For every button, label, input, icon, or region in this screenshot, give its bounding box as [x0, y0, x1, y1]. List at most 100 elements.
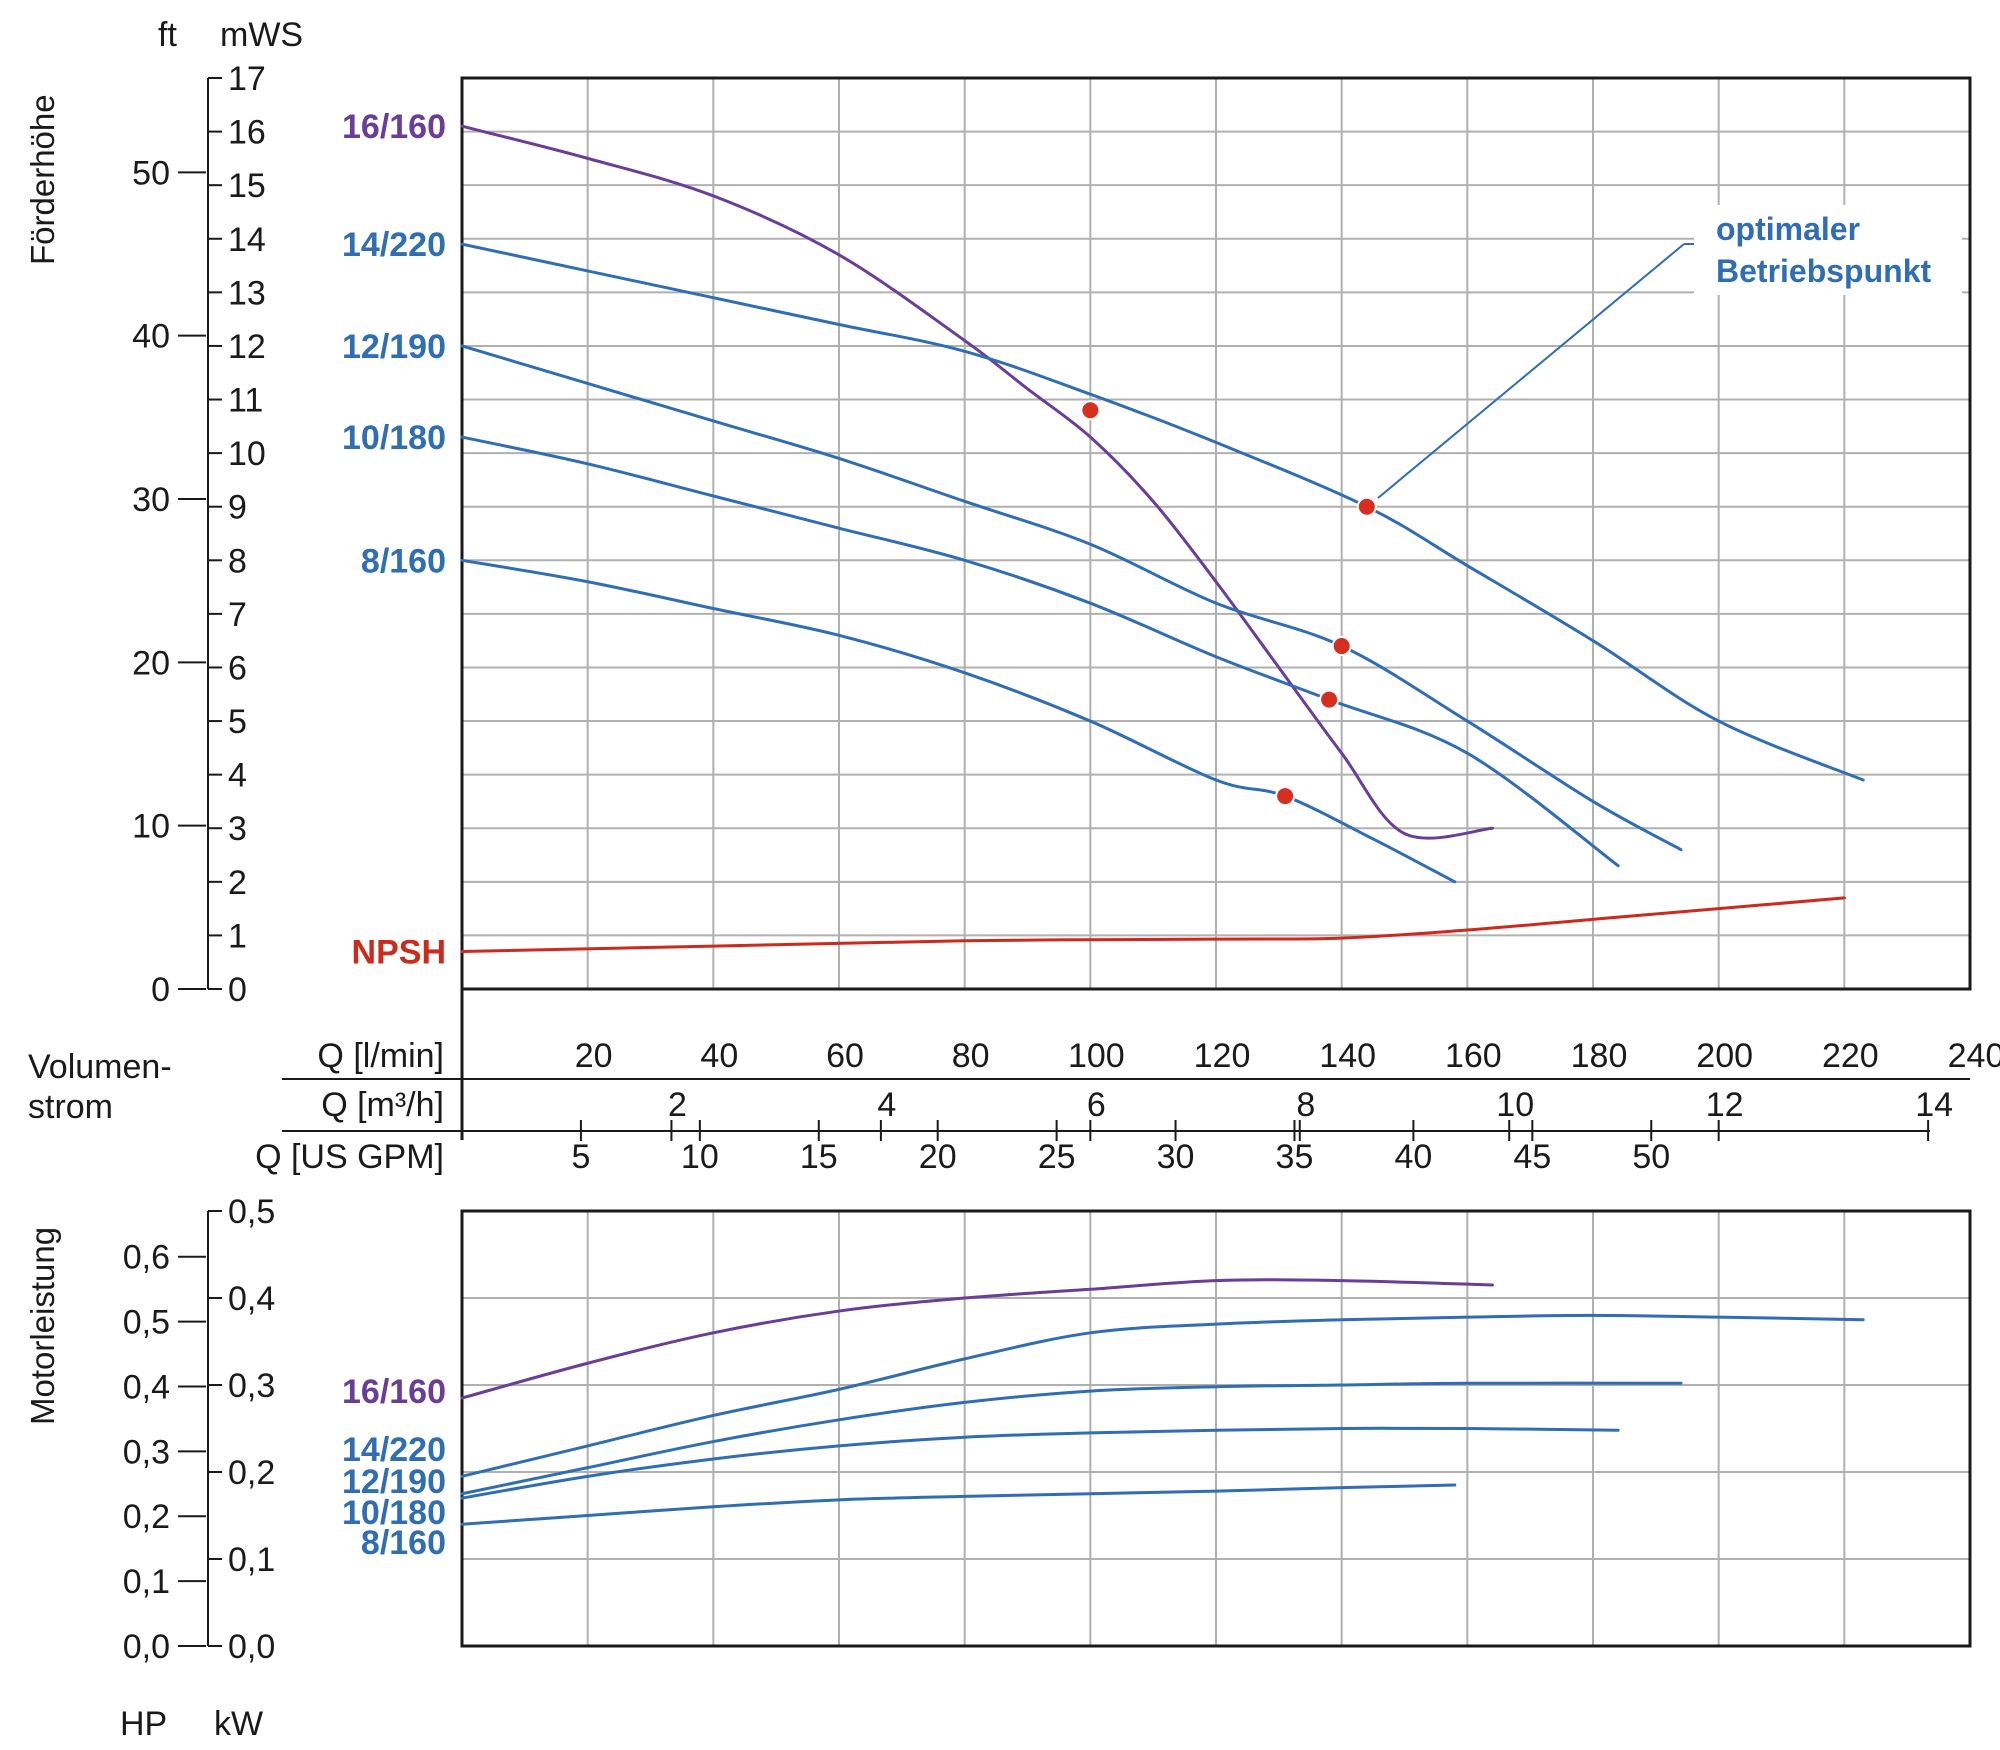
flow-lmin-label: Q [l/min]: [317, 1037, 444, 1075]
ft-tick-label: 0: [151, 971, 170, 1009]
power-curve-12-190: [460, 1381, 1683, 1496]
m3h-tick-label: 6: [1087, 1086, 1106, 1124]
power-axis-kw-unit: kW: [214, 1705, 263, 1743]
head-axis-mws-unit: mWS: [220, 16, 303, 54]
lmin-tick-label: 180: [1571, 1037, 1628, 1075]
annotation-line2: Betriebspunkt: [1716, 253, 1931, 289]
gpm-tick-label: 5: [571, 1138, 590, 1176]
mws-tick-label: 8: [228, 542, 247, 580]
lmin-tick-label: 40: [700, 1037, 738, 1075]
lmin-tick-label: 140: [1319, 1037, 1376, 1075]
gpm-tick-label: 35: [1276, 1138, 1314, 1176]
mws-tick-label: 5: [228, 703, 247, 741]
m3h-tick-label: 14: [1915, 1086, 1953, 1124]
head-axis-title: Förderhöhe: [24, 94, 61, 265]
head-series-label-12-190: 12/190: [342, 328, 446, 366]
lmin-tick-label: 240: [1948, 1037, 2000, 1075]
flow-gpm-label: Q [US GPM]: [255, 1138, 444, 1176]
kw-tick-label: 0,0: [228, 1628, 275, 1666]
power-curve-8-160: [460, 1483, 1457, 1526]
gpm-tick-label: 10: [681, 1138, 719, 1176]
flow-ticks: 20 40 60 80 100 120 140 160 180 200 220 240 2 4 6 8 10 12…: [571, 1037, 2000, 1176]
mws-tick-label: 7: [228, 596, 247, 634]
m3h-tick-label: 12: [1706, 1086, 1744, 1124]
ft-tick-label: 30: [132, 481, 170, 519]
gpm-tick-label: 25: [1038, 1138, 1076, 1176]
lmin-tick-label: 200: [1696, 1037, 1753, 1075]
hp-tick-label: 0,5: [123, 1304, 170, 1342]
m3h-tick-label: 10: [1496, 1086, 1534, 1124]
power-axis-kw: 0,0 0,1 0,2 0,3 0,4 0,5: [207, 1193, 275, 1666]
head-series-label-14-220: 14/220: [342, 226, 446, 264]
power-axis-title: Motorleistung: [24, 1227, 61, 1425]
m3h-tick-label: 8: [1296, 1086, 1315, 1124]
flow-title-line2: strom: [28, 1088, 113, 1126]
lmin-tick-label: 80: [952, 1037, 990, 1075]
kw-tick-label: 0,2: [228, 1454, 275, 1492]
head-curve-14-220: [460, 242, 1865, 782]
head-curve-npsh: [460, 896, 1846, 953]
hp-tick-label: 0,3: [123, 1433, 170, 1471]
optimal-point-marker: [1080, 400, 1101, 421]
power-axis-hp-unit: HP: [120, 1705, 167, 1743]
gpm-tick-label: 20: [919, 1138, 957, 1176]
optimal-point-marker: [1331, 636, 1352, 657]
mws-tick-label: 4: [228, 757, 247, 795]
power-series-label-8-160: 8/160: [361, 1524, 446, 1562]
lmin-tick-label: 220: [1822, 1037, 1879, 1075]
power-series-label-14-220: 14/220: [342, 1431, 446, 1469]
hp-tick-label: 0,4: [123, 1368, 170, 1406]
head-axis-ft-unit: ft: [158, 16, 177, 54]
head-plot-frame: [460, 76, 1972, 991]
hp-tick-label: 0,6: [123, 1239, 170, 1277]
head-curve-10-180: [460, 435, 1620, 868]
mws-tick-label: 12: [228, 328, 266, 366]
power-curve-14-220: [460, 1313, 1865, 1478]
gpm-tick-label: 40: [1394, 1138, 1432, 1176]
optimal-point-marker: [1319, 689, 1340, 710]
lmin-tick-label: 20: [575, 1037, 613, 1075]
power-curves: [460, 1278, 1865, 1526]
mws-tick-label: 0: [228, 971, 247, 1009]
mws-tick-label: 6: [228, 649, 247, 687]
annotation-line1: optimaler: [1716, 211, 1860, 247]
hp-tick-label: 0,2: [123, 1498, 170, 1536]
head-series-label-8-160: 8/160: [361, 542, 446, 580]
head-series-labels: 16/160 14/220 12/190 10/180 8/160 NPSH: [342, 108, 446, 971]
kw-tick-label: 0,3: [228, 1367, 275, 1405]
mws-tick-label: 11: [228, 382, 263, 420]
optimal-point-marker: [1275, 786, 1296, 807]
head-axis-ft: 0 10 20 30 40 50: [132, 154, 206, 1009]
mws-tick-label: 15: [228, 167, 266, 205]
kw-tick-label: 0,1: [228, 1541, 275, 1579]
head-series-label-npsh: NPSH: [352, 933, 446, 971]
mws-tick-label: 3: [228, 810, 247, 848]
ft-tick-label: 10: [132, 808, 170, 846]
power-plot-frame: [460, 1209, 1972, 1648]
ft-tick-label: 20: [132, 644, 170, 682]
head-series-label-16-160: 16/160: [342, 108, 446, 146]
flow-m3h-label: Q [m³/h]: [321, 1086, 444, 1124]
gpm-tick-label: 30: [1157, 1138, 1195, 1176]
m3h-tick-label: 2: [668, 1086, 687, 1124]
lmin-tick-label: 160: [1445, 1037, 1502, 1075]
ft-tick-label: 50: [132, 154, 170, 192]
lmin-tick-label: 100: [1068, 1037, 1125, 1075]
mws-tick-label: 14: [228, 221, 266, 259]
head-curve-16-160: [460, 124, 1494, 840]
head-curves: [460, 124, 1865, 953]
kw-tick-label: 0,4: [228, 1280, 275, 1318]
power-grid: [462, 1211, 1970, 1646]
lmin-tick-label: 120: [1194, 1037, 1251, 1075]
optimal-point-marker: [1356, 496, 1377, 517]
power-curve-10-180: [460, 1426, 1620, 1500]
mws-tick-label: 13: [228, 274, 266, 312]
hp-tick-label: 0,0: [123, 1628, 170, 1666]
mws-tick-label: 1: [228, 917, 247, 955]
gpm-tick-label: 15: [800, 1138, 838, 1176]
mws-tick-label: 16: [228, 114, 266, 152]
power-curve-16-160: [460, 1278, 1494, 1400]
m3h-tick-label: 4: [877, 1086, 896, 1124]
power-series-label-12-190: 12/190: [342, 1463, 446, 1501]
